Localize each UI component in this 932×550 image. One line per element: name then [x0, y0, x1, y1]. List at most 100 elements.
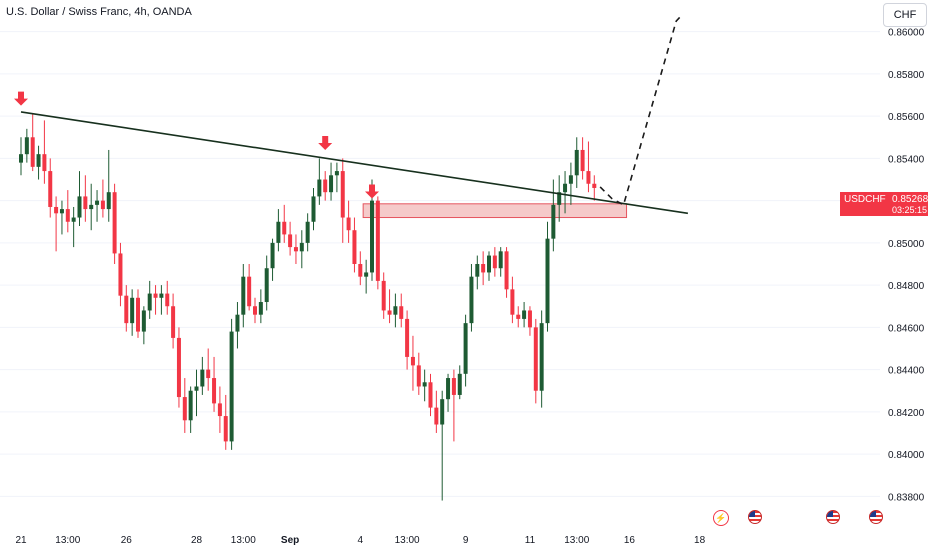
- candle-body: [247, 276, 252, 307]
- projection-path: [599, 14, 683, 207]
- candle-body: [522, 310, 527, 319]
- candle-up: [200, 356, 205, 395]
- candle-up: [299, 230, 304, 269]
- us-flag-icon[interactable]: [748, 510, 762, 524]
- candle-down: [247, 264, 252, 311]
- candle-up: [194, 369, 199, 417]
- candle-body: [475, 264, 480, 277]
- grid: [0, 31, 880, 497]
- candle-down: [253, 297, 257, 324]
- candle-down: [387, 289, 392, 324]
- candle-body: [440, 399, 445, 425]
- candle-up: [457, 365, 462, 400]
- candle-body: [329, 175, 334, 193]
- candle-up: [241, 264, 246, 328]
- price-tick-label: 0.84200: [888, 408, 925, 419]
- candle-down: [212, 356, 217, 412]
- candle-body: [551, 204, 556, 239]
- candle-down: [428, 373, 433, 417]
- candle-body: [229, 331, 234, 442]
- candle-body: [311, 196, 316, 222]
- candle-down: [381, 272, 386, 319]
- support-zone: [362, 203, 628, 219]
- candle-body: [112, 192, 117, 254]
- candle-down: [416, 352, 421, 395]
- candle-down: [217, 386, 222, 433]
- candle-body: [136, 297, 140, 332]
- candle-down: [516, 306, 521, 328]
- projection-line: [599, 14, 683, 207]
- candle-body: [48, 171, 53, 207]
- candle-down: [288, 221, 293, 256]
- candle-up: [568, 162, 573, 205]
- candle-up: [270, 238, 275, 281]
- candle-body: [539, 323, 544, 391]
- candle-down: [112, 183, 117, 264]
- price-tick-label: 0.86000: [888, 28, 925, 39]
- candle-body: [130, 297, 135, 324]
- price-badge-symbol: USDCHF: [844, 194, 886, 205]
- candle-up: [469, 264, 474, 332]
- candle-up: [71, 206, 76, 248]
- candle-body: [171, 306, 176, 338]
- price-axis[interactable]: 0.860000.858000.856000.854000.852000.850…: [888, 28, 925, 504]
- candle-body: [217, 403, 222, 417]
- candle-body: [106, 192, 111, 210]
- bolt-icon[interactable]: ⚡: [713, 510, 729, 526]
- candle-body: [545, 238, 550, 324]
- candle-body: [194, 386, 199, 391]
- candle-up: [36, 145, 41, 180]
- candle-down: [405, 310, 410, 370]
- candle-body: [282, 221, 287, 235]
- candle-up: [141, 306, 146, 345]
- candle-up: [258, 289, 263, 324]
- candle-body: [200, 369, 205, 387]
- candle-down: [176, 327, 181, 408]
- candle-body: [492, 255, 497, 269]
- time-tick-label: 18: [694, 535, 706, 546]
- currency-button[interactable]: CHF: [883, 3, 927, 27]
- trendline-line: [20, 111, 689, 215]
- candle-up: [19, 137, 23, 176]
- candle-up: [487, 251, 491, 281]
- candle-up: [329, 162, 334, 201]
- candle-down: [100, 179, 105, 218]
- candle-body: [405, 318, 410, 357]
- candle-body: [340, 171, 345, 218]
- candle-body: [574, 149, 579, 176]
- trendline[interactable]: [20, 111, 689, 215]
- candle-body: [270, 242, 275, 269]
- candle-down: [586, 141, 591, 193]
- candle-down: [481, 251, 486, 286]
- candle-body: [153, 293, 158, 298]
- us-flag-icon[interactable]: [869, 510, 883, 524]
- candle-body: [352, 230, 357, 264]
- candle-down: [352, 217, 357, 273]
- candle-body: [276, 221, 281, 243]
- candle-body: [54, 206, 59, 214]
- candle-body: [147, 293, 152, 311]
- candle-down: [434, 390, 439, 433]
- candle-down: [580, 137, 585, 180]
- time-tick-label: 13:00: [55, 535, 80, 546]
- candle-body: [399, 306, 404, 319]
- candle-body: [24, 137, 29, 155]
- candle-down: [323, 171, 328, 201]
- time-tick-label: 28: [191, 535, 203, 546]
- candle-body: [299, 242, 304, 252]
- price-tick-label: 0.85000: [888, 239, 925, 250]
- candle-down: [54, 196, 59, 252]
- candle-body: [410, 356, 415, 366]
- down-arrow-icon: [318, 135, 333, 150]
- candle-body: [375, 200, 380, 281]
- candle-down: [492, 247, 497, 277]
- time-tick-label: 9: [463, 535, 469, 546]
- candle-down: [153, 285, 158, 315]
- time-axis[interactable]: 21 13:00 26 28 13:00 Sep 4 13:00 9 11 13:00 16 18: [15, 535, 705, 546]
- signal-arrows: [14, 91, 379, 199]
- chart-title: U.S. Dollar / Swiss Franc, 4h, OANDA: [6, 6, 192, 18]
- candle-body: [422, 382, 427, 387]
- candle-body: [36, 154, 41, 167]
- us-flag-icon[interactable]: [826, 510, 840, 524]
